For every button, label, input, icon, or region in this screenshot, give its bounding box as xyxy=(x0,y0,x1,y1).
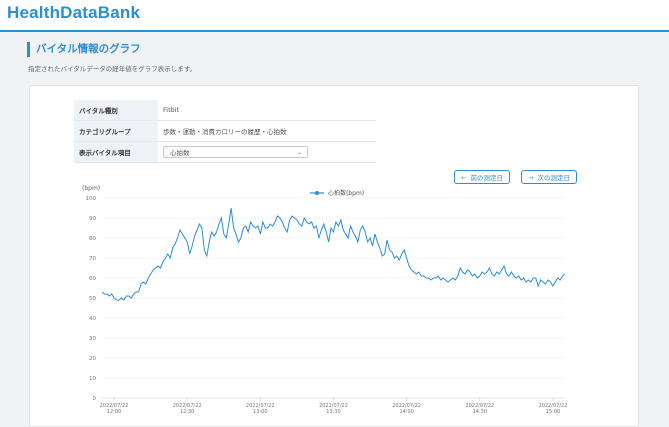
legend-marker xyxy=(315,191,319,195)
y-axis-ticks: 0 10 20 30 40 50 60 70 80 90 100 xyxy=(86,196,97,402)
vital-type-value: Fitbit xyxy=(158,100,376,121)
vital-info-table: バイタル種別 Fitbit カテゴリグループ 歩数・運動・消費カロリーの履歴・心… xyxy=(74,100,376,163)
y-axis-label: (bpm) xyxy=(82,185,100,192)
vital-type-label: バイタル種別 xyxy=(74,100,158,121)
x-tick-label: 2022/07/22 xyxy=(100,403,129,409)
x-tick-label: 12:00 xyxy=(107,409,121,415)
vital-graph-card: バイタル種別 Fitbit カテゴリグループ 歩数・運動・消費カロリーの履歴・心… xyxy=(29,85,639,427)
x-tick-label: 12:30 xyxy=(180,409,194,415)
chart-grid xyxy=(102,197,565,399)
y-tick-label: 90 xyxy=(89,216,96,222)
prev-date-label: 前の測定日 xyxy=(470,174,503,182)
arrow-right-icon: → xyxy=(528,174,534,182)
page-title: バイタル情報のグラフ xyxy=(27,42,141,57)
category-group-value: 歩数・運動・消費カロリーの履歴・心拍数 xyxy=(158,120,376,142)
x-tick-label: 2022/07/22 xyxy=(173,403,202,409)
y-tick-label: 100 xyxy=(86,196,97,202)
top-bar: HealthDataBank xyxy=(0,0,669,32)
chart-legend: 心拍数(bpm) xyxy=(310,189,364,197)
y-tick-label: 40 xyxy=(89,316,96,322)
x-tick-label: 2022/07/22 xyxy=(246,403,275,409)
chevron-down-icon: ⌄ xyxy=(296,149,302,156)
x-tick-label: 13:00 xyxy=(253,409,267,415)
y-tick-label: 70 xyxy=(89,256,96,262)
x-tick-label: 13:30 xyxy=(326,409,340,415)
info-row-display-item: 表示バイタル項目 心拍数 ⌄ xyxy=(74,141,376,163)
heart-rate-chart: (bpm) 心拍数(bpm) 0 10 20 30 40 50 60 70 80 90 100 20… xyxy=(82,185,568,415)
x-tick-label: 14:30 xyxy=(473,409,487,415)
x-tick-label: 15:00 xyxy=(546,409,560,415)
x-tick-label: 14:00 xyxy=(399,409,413,415)
arrow-left-icon: ← xyxy=(461,174,467,182)
x-tick-label: 2022/07/22 xyxy=(539,403,568,409)
display-item-select[interactable]: 心拍数 ⌄ xyxy=(163,146,308,158)
x-tick-label: 2022/07/22 xyxy=(319,403,348,409)
y-tick-label: 0 xyxy=(93,396,97,402)
category-group-label: カテゴリグループ xyxy=(74,120,158,142)
y-tick-label: 10 xyxy=(89,376,96,382)
y-tick-label: 50 xyxy=(89,296,96,302)
y-tick-label: 30 xyxy=(89,336,96,342)
heart-rate-series-line xyxy=(101,207,566,301)
x-tick-label: 2022/07/22 xyxy=(392,403,421,409)
app-logo[interactable]: HealthDataBank xyxy=(7,3,141,22)
x-axis-ticks: 2022/07/2212:002022/07/2212:302022/07/22… xyxy=(100,398,568,415)
next-date-label: 次の測定日 xyxy=(537,174,570,182)
y-tick-label: 80 xyxy=(89,236,96,242)
x-tick-label: 2022/07/22 xyxy=(465,403,494,409)
info-row-vital-type: バイタル種別 Fitbit xyxy=(74,100,376,121)
prev-date-button[interactable]: ← 前の測定日 xyxy=(454,170,510,184)
page-description: 指定されたバイタルデータの経年値をグラフ表示します。 xyxy=(28,65,197,73)
y-tick-label: 60 xyxy=(89,276,96,282)
y-tick-label: 20 xyxy=(89,356,96,362)
next-date-button[interactable]: → 次の測定日 xyxy=(521,170,577,184)
display-item-selected: 心拍数 xyxy=(170,149,190,157)
legend-label: 心拍数(bpm) xyxy=(328,189,364,197)
display-item-label: 表示バイタル項目 xyxy=(74,141,158,163)
info-row-category-group: カテゴリグループ 歩数・運動・消費カロリーの履歴・心拍数 xyxy=(74,120,376,142)
